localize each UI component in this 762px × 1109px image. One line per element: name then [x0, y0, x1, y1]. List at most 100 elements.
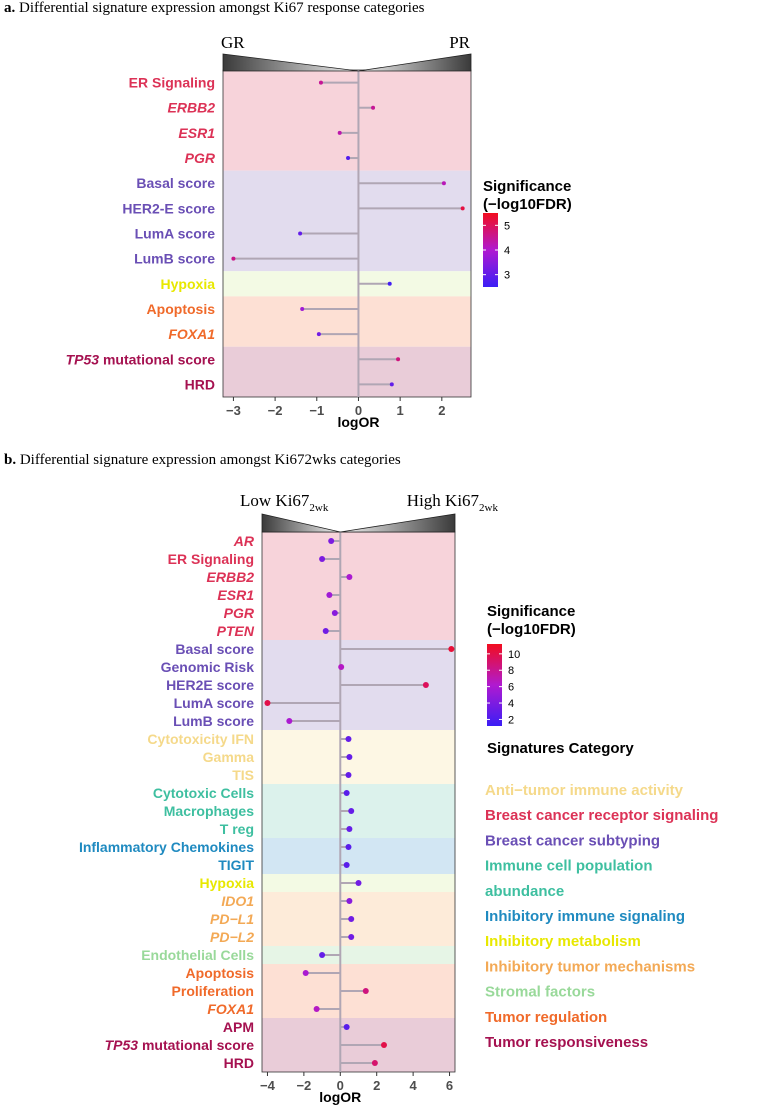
legend-title-line-1: Significance	[487, 603, 575, 620]
colorbar-tick-label: 8	[508, 665, 514, 677]
row-label: PD−L1	[210, 911, 254, 927]
row-label-main: T reg	[220, 821, 254, 837]
row-label: Proliferation	[172, 983, 254, 999]
row-label: Inflammatory Chemokines	[79, 839, 254, 855]
row-label-main: TIS	[232, 767, 254, 783]
point-10	[286, 718, 293, 724]
category-legend-item: abundance	[485, 883, 564, 900]
point-1	[319, 556, 326, 562]
colorbar-tick-label: 4	[504, 245, 510, 257]
row-label-main: PTEN	[217, 623, 255, 639]
point-23	[319, 952, 326, 958]
band-a-4	[223, 346, 471, 397]
row-label: Gamma	[203, 749, 255, 765]
row-label-main: ER Signaling	[129, 75, 215, 91]
row-label-main: Genomic Risk	[161, 659, 255, 675]
colorbar-tick-label: 5	[504, 220, 510, 232]
row-label-main: FOXA1	[168, 326, 215, 342]
row-label-main: ERBB2	[207, 569, 255, 585]
row-label-main: Apoptosis	[147, 301, 216, 317]
row-label-main: Inflammatory Chemokines	[79, 839, 254, 855]
category-legend-item: Inhibitory tumor mechanisms	[485, 958, 695, 975]
row-label-main: PD−L1	[210, 911, 254, 927]
point-4	[331, 610, 338, 616]
row-label: Basal score	[175, 641, 254, 657]
row-label-main: Hypoxia	[200, 875, 255, 891]
x-axis-label: logOR	[337, 414, 379, 430]
panel-b-title: b. Differential signature expression amo…	[4, 452, 401, 468]
row-label: Apoptosis	[147, 301, 216, 317]
row-label-main: LumA score	[174, 695, 255, 711]
point-9	[264, 700, 271, 706]
row-label-main: PGR	[185, 150, 216, 166]
category-legend-title: Signatures Category	[487, 740, 634, 757]
row-label-main: ER Signaling	[168, 551, 254, 567]
row-label: Macrophages	[164, 803, 254, 819]
point-3	[326, 592, 333, 598]
point-26	[313, 1006, 320, 1012]
band-b-3	[262, 784, 455, 838]
direction-label-left-sub: 2wk	[309, 502, 328, 514]
point-15	[348, 808, 355, 814]
row-label: PTEN	[217, 623, 255, 639]
direction-label-left: GR	[221, 33, 245, 52]
point-11	[345, 736, 352, 742]
x-tick-label: −2	[268, 403, 283, 418]
direction-triangle-right	[358, 53, 472, 72]
row-label: ESR1	[217, 587, 254, 603]
row-label: ERBB2	[168, 100, 216, 116]
colorbar-tick-label: 10	[508, 649, 520, 661]
x-tick-label: 4	[410, 1078, 418, 1093]
point-17	[345, 844, 352, 850]
point-14	[343, 790, 350, 796]
row-label-main: AR	[233, 533, 255, 549]
point-27	[343, 1024, 350, 1030]
x-tick-label: 1	[397, 403, 404, 418]
row-label-main: PGR	[224, 605, 255, 621]
category-legend-item: Immune cell population	[485, 858, 653, 875]
point-19	[355, 880, 362, 886]
legend-title-line-2: (−log10FDR)	[487, 621, 576, 638]
row-label-main: PD−L2	[210, 929, 254, 945]
row-label: APM	[223, 1019, 254, 1035]
chart-a-ki67-response: GR PR ER Signaling ERBB2 ESR1 PGR Basal score H…	[66, 33, 572, 430]
row-label: HER2E score	[166, 677, 254, 693]
point-9	[300, 306, 305, 311]
row-label-main: FOXA1	[207, 1001, 254, 1017]
direction-triangle-right	[340, 513, 456, 533]
direction-triangle-left	[222, 53, 359, 72]
row-label-main: LumB score	[134, 251, 215, 267]
x-axis-label: logOR	[319, 1089, 361, 1105]
direction-triangle-left	[261, 513, 341, 533]
colorbar-tick-label: 6	[508, 682, 514, 694]
point-20	[346, 898, 353, 904]
row-label: Hypoxia	[161, 276, 216, 292]
legend-title-line-2: (−log10FDR)	[483, 196, 572, 213]
point-6	[298, 231, 303, 236]
band-a-0	[223, 70, 471, 171]
point-24	[302, 970, 309, 976]
colorbar	[487, 644, 502, 726]
row-label-main: HER2E score	[166, 677, 254, 693]
row-label-main: LumB score	[173, 713, 254, 729]
row-label-main: Endothelial Cells	[141, 947, 254, 963]
band-a-3	[223, 296, 471, 347]
row-label-main: HRD	[185, 376, 215, 392]
row-label-main: ESR1	[178, 125, 215, 141]
point-0	[328, 538, 335, 544]
row-label-main: Macrophages	[164, 803, 254, 819]
point-25	[362, 988, 369, 994]
row-label: FOXA1	[168, 326, 215, 342]
point-1	[371, 105, 376, 110]
row-label: TIGIT	[218, 857, 254, 873]
band-b-7	[262, 946, 455, 964]
row-label: Cytotoxic Cells	[153, 785, 254, 801]
row-label: ER Signaling	[129, 75, 215, 91]
row-label-main: TP53	[105, 1037, 139, 1053]
colorbar-tick-label: 3	[504, 270, 510, 282]
x-tick-label: 6	[446, 1078, 453, 1093]
row-label: Basal score	[136, 175, 215, 191]
row-label: PD−L2	[210, 929, 254, 945]
band-b-0	[262, 532, 455, 640]
